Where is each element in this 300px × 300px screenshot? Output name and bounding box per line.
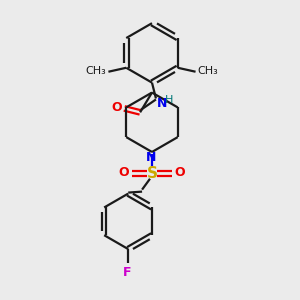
- Text: O: O: [118, 166, 129, 179]
- Text: N: N: [146, 151, 156, 164]
- Text: CH₃: CH₃: [86, 66, 106, 76]
- Text: N: N: [157, 97, 167, 110]
- Text: H: H: [165, 94, 173, 104]
- Text: F: F: [123, 266, 131, 279]
- Text: CH₃: CH₃: [197, 66, 218, 76]
- Text: O: O: [175, 166, 185, 179]
- Text: O: O: [112, 101, 122, 114]
- Text: S: S: [146, 166, 158, 181]
